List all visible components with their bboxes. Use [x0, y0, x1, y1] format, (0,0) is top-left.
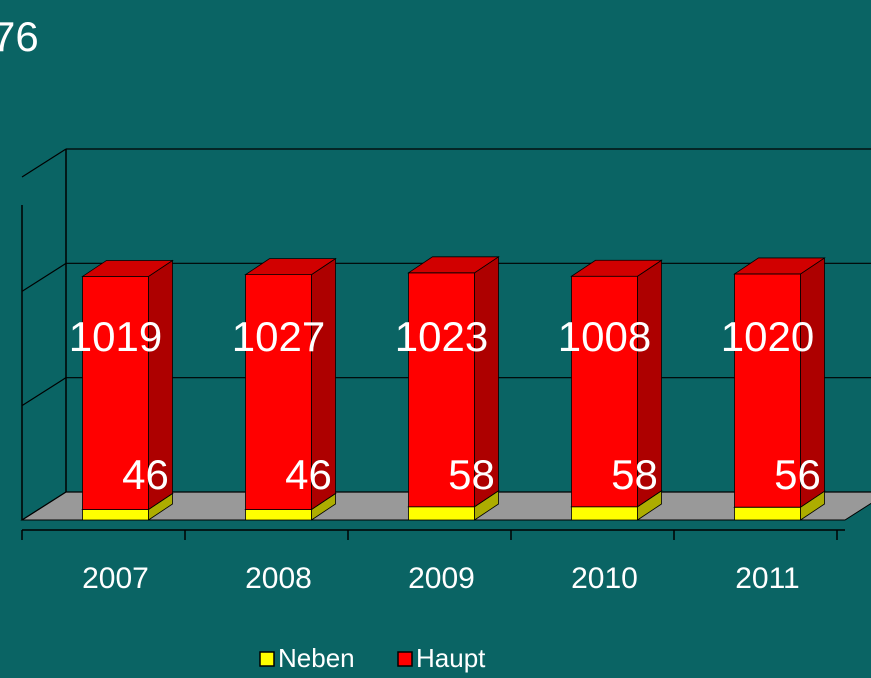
grid-line: [21, 262, 67, 292]
bar-face: [733, 257, 826, 275]
bar-face: [734, 506, 801, 521]
value-label: 1023: [395, 313, 488, 360]
x-tick-label: 2011: [735, 562, 800, 595]
value-label: 1020: [721, 313, 814, 360]
bar-face: [407, 256, 500, 274]
x-tick-label: 2009: [408, 562, 475, 595]
bar-face: [81, 260, 174, 277]
bar-face: [244, 258, 337, 276]
value-label: 1019: [69, 313, 162, 360]
bar: [570, 259, 663, 508]
bar: [81, 259, 174, 511]
value-label: 1027: [232, 313, 325, 360]
value-label: 58: [611, 451, 658, 498]
annotation: 76: [0, 13, 39, 60]
value-label: 1008: [558, 313, 651, 360]
value-label: 46: [285, 451, 332, 498]
grid-line: [21, 491, 67, 521]
grid-line: [21, 377, 67, 407]
bar-face: [245, 509, 312, 521]
bar: [407, 256, 500, 508]
x-tick-label: 2010: [571, 562, 638, 595]
x-tick-label: 2007: [82, 562, 149, 595]
grid-line: [21, 148, 67, 178]
x-tick-label: 2008: [245, 562, 312, 595]
value-label: 46: [122, 451, 169, 498]
bar-face: [570, 259, 663, 277]
bar: [733, 257, 826, 508]
value-label: 56: [774, 451, 821, 498]
bar-face: [408, 506, 475, 521]
legend-swatch: [397, 651, 413, 667]
bar-face: [571, 506, 638, 521]
bar-face: [82, 509, 149, 521]
legend-label: Neben: [278, 643, 355, 673]
value-label: 58: [448, 451, 495, 498]
bar: [244, 257, 337, 511]
legend-label: Haupt: [416, 643, 486, 673]
legend-swatch: [259, 651, 275, 667]
